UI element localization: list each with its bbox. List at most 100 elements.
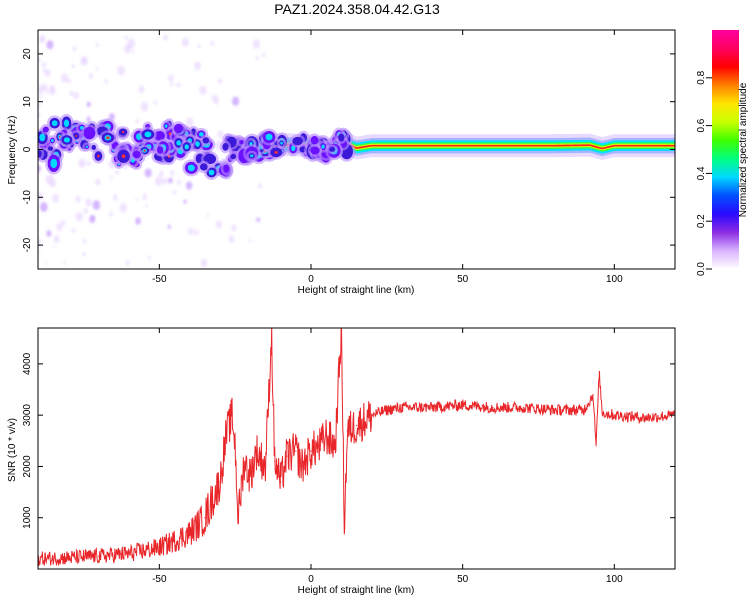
noise-blob: [217, 130, 224, 139]
blob: [83, 126, 96, 140]
snr-point: [280, 481, 282, 483]
snr-point: [67, 557, 69, 559]
snr-point: [401, 406, 403, 409]
noise-blob: [49, 178, 57, 188]
figure-title: PAZ1.2024.358.04.42.G13: [274, 1, 440, 17]
noise-blob: [124, 44, 132, 54]
snr-point: [189, 532, 191, 534]
blob-hot: [274, 151, 278, 154]
noise-blob: [257, 183, 262, 189]
noise-blob: [104, 78, 108, 84]
noise-blob: [162, 177, 168, 185]
noise-blob: [142, 194, 147, 200]
noise-blob: [231, 224, 237, 232]
noise-blob: [248, 239, 252, 243]
noise-blob: [124, 35, 128, 40]
snr-point: [234, 445, 236, 447]
band-layer: [250, 140, 675, 153]
noise-blob: [210, 40, 215, 46]
snr-x-ticks: -50 0 50 100: [152, 328, 623, 585]
noise-blob: [113, 196, 118, 202]
noise-blob: [140, 101, 149, 112]
noise-blob: [53, 235, 60, 244]
snr-point: [325, 435, 327, 437]
spectrogram-heatmap: [38, 34, 675, 268]
snr-point: [613, 414, 615, 416]
noise-blob: [168, 74, 174, 82]
noise-blob: [217, 78, 223, 84]
spectrogram-x-ticks: -50 0 50 100: [152, 30, 623, 285]
blob: [202, 137, 210, 144]
noise-blob: [181, 37, 189, 47]
snr-line: [38, 328, 675, 566]
noise-blob: [194, 61, 201, 71]
snr-x-tick-label: 50: [457, 574, 469, 585]
blob-hot: [143, 149, 146, 152]
snr-point: [310, 450, 312, 452]
noise-blob: [72, 46, 77, 52]
snr-point: [237, 517, 239, 519]
spectrogram-y-tick-label: 0: [22, 146, 33, 152]
spectrogram-x-tick-label: 50: [457, 274, 469, 285]
blob-core: [195, 141, 200, 147]
noise-blob: [215, 100, 219, 105]
spectrogram-blobs: [38, 113, 356, 181]
colorbar-tick-label: 0.2: [696, 214, 707, 228]
noise-blob: [168, 177, 173, 184]
noise-blob: [95, 178, 101, 186]
noise-blob: [52, 193, 59, 203]
noise-blob: [89, 215, 96, 224]
blob-core: [208, 169, 215, 176]
noise-blob: [86, 101, 91, 108]
snr-x-tick-label: 0: [308, 574, 314, 585]
noise-blob: [144, 168, 152, 178]
noise-blob: [132, 50, 135, 54]
noise-blob: [38, 84, 45, 94]
spectrogram-y-tick-label: 20: [22, 48, 33, 60]
snr-x-tick-label: 100: [606, 574, 623, 585]
snr-point: [462, 404, 464, 406]
snr-point: [225, 435, 227, 437]
noise-blob: [159, 170, 164, 177]
noise-blob: [46, 40, 54, 50]
snr-x-tick-label: -50: [152, 574, 167, 585]
noise-blob: [86, 116, 91, 123]
noise-blob: [82, 238, 87, 244]
snr-frame: [37, 327, 676, 570]
noise-blob: [109, 176, 113, 180]
colorbar-ticks: 0.0 0.2 0.4 0.6 0.8: [696, 70, 712, 276]
blob: [222, 143, 229, 151]
noise-blob: [78, 158, 86, 168]
noise-blob: [170, 82, 174, 87]
snr-point: [204, 517, 206, 519]
noise-blob: [38, 111, 41, 118]
noise-blob: [155, 176, 163, 187]
snr-point: [319, 445, 321, 447]
snr-point: [522, 406, 524, 409]
blob-core: [176, 140, 182, 146]
noise-blob: [138, 85, 145, 94]
noise-blob: [38, 58, 41, 63]
blob-hot: [75, 135, 77, 137]
snr-point: [270, 332, 273, 334]
snr-point: [598, 370, 600, 373]
blob: [38, 150, 42, 158]
noise-blob: [262, 53, 266, 58]
colorbar-tick-label: 0.8: [696, 70, 707, 84]
spectrogram-x-tick-label: 0: [308, 274, 314, 285]
snr-point: [255, 450, 257, 452]
noise-blob: [45, 89, 49, 94]
spectrogram-x-label: Height of straight line (km): [298, 285, 415, 296]
noise-blob: [60, 220, 66, 227]
snr-point: [274, 460, 276, 462]
noise-blob: [185, 117, 194, 128]
noise-blob: [95, 43, 99, 48]
noise-blob: [252, 39, 261, 49]
noise-blob: [83, 252, 86, 256]
noise-blob: [53, 244, 56, 248]
blob: [132, 150, 141, 159]
noise-blob: [188, 228, 194, 236]
snr-point: [301, 465, 303, 468]
noise-blob: [75, 211, 83, 222]
noise-blob: [197, 43, 201, 48]
